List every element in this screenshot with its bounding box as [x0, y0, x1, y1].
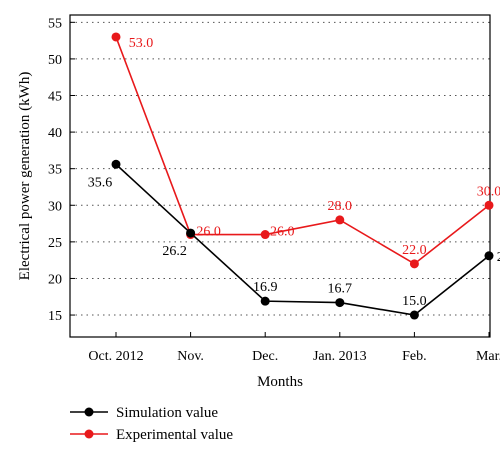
legend-marker [84, 407, 94, 417]
y-tick-label: 50 [48, 53, 62, 68]
data-label: 53.0 [129, 36, 154, 51]
x-tick-label: Oct. 2012 [88, 349, 143, 364]
series-layer: 53.0 26.0 26.0 28.0 22.0 30.0 35.6 26.2 16.9 16.7… [88, 32, 500, 320]
y-tick-label: 55 [48, 16, 62, 31]
data-point [335, 298, 345, 308]
gridlines [70, 21, 490, 316]
data-label: 22.0 [402, 243, 427, 258]
series-simulation [111, 159, 494, 320]
series-line [115, 163, 490, 316]
x-axis-label: Months [257, 374, 303, 390]
x-tick-label: Mar. [476, 349, 500, 364]
data-label: 26.2 [162, 244, 187, 259]
data-label: 16.7 [328, 282, 353, 297]
data-point [260, 296, 270, 306]
legend: Simulation value Experimental value [70, 405, 233, 443]
data-label: 30.0 [477, 184, 500, 199]
y-tick-label: 25 [48, 236, 62, 251]
data-point [335, 215, 345, 225]
x-tick-label: Dec. [252, 349, 278, 364]
y-tick-label: 35 [48, 163, 62, 178]
x-axis-ticks: Oct. 2012 Nov. Dec. Jan. 2013 Feb. Mar. [88, 332, 500, 364]
data-point [409, 310, 419, 320]
data-point [111, 159, 121, 169]
x-tick-label: Feb. [402, 349, 427, 364]
y-tick-label: 30 [48, 199, 62, 214]
data-point [186, 228, 196, 238]
legend-label: Experimental value [116, 427, 233, 443]
series-line [115, 36, 490, 265]
data-label: 26.0 [270, 225, 295, 240]
y-tick-label: 45 [48, 90, 62, 105]
y-tick-label: 20 [48, 272, 62, 287]
x-tick-label: Nov. [177, 349, 204, 364]
plot-frame [69, 14, 491, 338]
legend-label: Simulation value [116, 405, 218, 421]
data-label: 26.0 [196, 225, 221, 240]
series-experimental [111, 32, 494, 269]
data-point [484, 200, 494, 210]
y-axis-label: Electrical power generation (kWh) [17, 72, 33, 281]
y-axis-ticks: 15 20 25 30 35 40 45 50 55 [48, 16, 75, 324]
data-point [484, 251, 494, 261]
data-label: 28.0 [328, 199, 353, 214]
x-tick-label: Jan. 2013 [313, 349, 367, 364]
data-label: 35.6 [88, 175, 113, 190]
data-label: 16.9 [253, 280, 278, 295]
y-tick-label: 15 [48, 309, 62, 324]
data-labels: 35.6 26.2 16.9 16.7 15.0 23.1 [88, 175, 500, 309]
legend-marker [84, 429, 94, 439]
data-labels: 53.0 26.0 26.0 28.0 22.0 30.0 [129, 36, 500, 258]
y-tick-label: 40 [48, 126, 62, 141]
data-label: 23.1 [497, 250, 500, 265]
data-label: 15.0 [402, 294, 427, 309]
data-point [111, 32, 121, 42]
data-point [409, 259, 419, 269]
data-point [260, 230, 270, 240]
